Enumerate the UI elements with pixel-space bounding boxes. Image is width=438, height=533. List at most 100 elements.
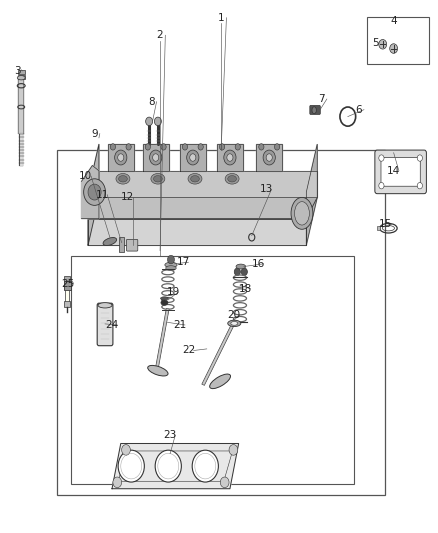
Text: 14: 14 (387, 166, 400, 176)
Circle shape (126, 144, 131, 150)
Circle shape (190, 154, 196, 161)
Text: 15: 15 (379, 219, 392, 229)
Ellipse shape (210, 374, 230, 389)
Ellipse shape (165, 262, 177, 268)
Ellipse shape (160, 297, 168, 300)
Text: 5: 5 (372, 38, 378, 48)
Bar (64, 281, 71, 290)
Bar (18, 75, 25, 79)
Text: 24: 24 (106, 320, 119, 330)
Text: 12: 12 (121, 192, 134, 203)
Circle shape (155, 450, 181, 482)
Text: 1: 1 (218, 13, 225, 23)
Polygon shape (88, 144, 99, 245)
Circle shape (229, 445, 238, 455)
Bar (64, 301, 70, 307)
Text: 18: 18 (239, 284, 252, 294)
Polygon shape (143, 144, 169, 171)
Text: 19: 19 (166, 287, 180, 297)
Circle shape (182, 144, 187, 150)
Circle shape (115, 150, 127, 165)
Text: 23: 23 (163, 430, 177, 440)
FancyBboxPatch shape (375, 150, 426, 193)
Bar (18, 70, 25, 74)
Circle shape (241, 268, 247, 276)
Bar (71, 256, 354, 484)
Bar (377, 226, 380, 230)
Polygon shape (180, 144, 206, 171)
Circle shape (154, 117, 161, 126)
Circle shape (145, 144, 150, 150)
Circle shape (84, 179, 106, 205)
Circle shape (379, 155, 384, 161)
FancyBboxPatch shape (127, 239, 138, 251)
Circle shape (118, 154, 124, 161)
Text: 7: 7 (318, 94, 325, 104)
Ellipse shape (103, 238, 117, 246)
Circle shape (88, 184, 101, 200)
Polygon shape (256, 144, 283, 171)
Text: 9: 9 (91, 128, 98, 139)
Ellipse shape (228, 175, 237, 182)
Bar (57, 150, 385, 495)
Text: 6: 6 (355, 104, 362, 115)
Circle shape (118, 450, 145, 482)
Circle shape (266, 154, 272, 161)
Circle shape (122, 445, 131, 455)
Bar (64, 276, 70, 281)
Polygon shape (306, 144, 317, 245)
Circle shape (161, 144, 166, 150)
Ellipse shape (294, 201, 309, 225)
Ellipse shape (151, 173, 165, 184)
Circle shape (234, 268, 240, 276)
Circle shape (187, 150, 199, 165)
Ellipse shape (153, 175, 162, 182)
Circle shape (417, 182, 423, 189)
Circle shape (235, 144, 240, 150)
Circle shape (198, 144, 203, 150)
Polygon shape (217, 144, 243, 171)
Polygon shape (88, 219, 306, 245)
Circle shape (263, 150, 276, 165)
Circle shape (150, 150, 162, 165)
Text: 21: 21 (173, 320, 186, 330)
Circle shape (220, 477, 229, 488)
Circle shape (379, 182, 384, 189)
Text: 10: 10 (79, 171, 92, 181)
Circle shape (379, 39, 387, 49)
Bar (65, 290, 69, 302)
Polygon shape (81, 165, 99, 219)
Circle shape (167, 255, 174, 264)
Ellipse shape (161, 300, 168, 305)
Circle shape (219, 144, 225, 150)
Text: 8: 8 (148, 96, 155, 107)
Ellipse shape (116, 173, 130, 184)
Bar (120, 237, 124, 252)
FancyBboxPatch shape (97, 303, 113, 346)
Circle shape (192, 450, 219, 482)
Circle shape (152, 154, 159, 161)
Ellipse shape (166, 266, 176, 270)
Text: 11: 11 (95, 190, 109, 200)
Circle shape (259, 144, 264, 150)
Text: 17: 17 (177, 257, 190, 267)
Ellipse shape (188, 173, 202, 184)
Ellipse shape (228, 320, 241, 327)
Ellipse shape (231, 321, 238, 325)
Circle shape (417, 155, 423, 161)
Ellipse shape (148, 366, 168, 376)
Text: 3: 3 (14, 66, 21, 76)
Polygon shape (108, 144, 134, 171)
Circle shape (113, 477, 122, 488)
Ellipse shape (225, 173, 239, 184)
Ellipse shape (236, 264, 246, 269)
Polygon shape (88, 197, 317, 219)
Text: 25: 25 (62, 279, 75, 288)
Circle shape (275, 144, 280, 150)
FancyBboxPatch shape (381, 158, 420, 186)
Circle shape (224, 150, 236, 165)
FancyBboxPatch shape (310, 106, 320, 115)
Ellipse shape (191, 175, 199, 182)
Ellipse shape (119, 175, 127, 182)
Text: 2: 2 (157, 30, 163, 41)
